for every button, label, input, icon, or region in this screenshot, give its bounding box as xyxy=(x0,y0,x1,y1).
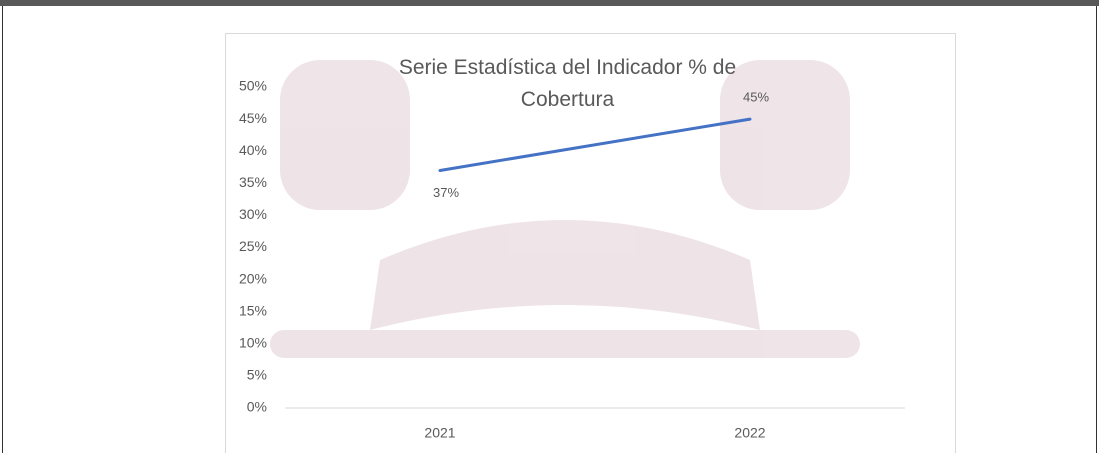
y-tick-label: 25% xyxy=(239,238,267,254)
y-tick-label: 20% xyxy=(239,270,267,286)
line xyxy=(438,117,752,172)
top-bar xyxy=(0,0,1099,6)
y-tick-label: 15% xyxy=(239,302,267,318)
x-tick-label: 2022 xyxy=(734,425,765,441)
y-tick-label: 50% xyxy=(239,78,267,94)
data-label: 45% xyxy=(743,90,769,105)
y-tick-label: 30% xyxy=(239,206,267,222)
y-tick-label: 10% xyxy=(239,335,267,351)
y-tick-label: 5% xyxy=(247,367,267,383)
x-tick-label: 2021 xyxy=(424,425,455,441)
watermark xyxy=(270,60,860,358)
y-tick-label: 35% xyxy=(239,174,267,190)
chart-title: Serie Estadística del Indicador % de Cob… xyxy=(398,56,737,111)
y-tick-label: 45% xyxy=(239,110,267,126)
y-tick-label: 40% xyxy=(239,142,267,158)
y-tick-label: 0% xyxy=(247,399,267,415)
data-label: 37% xyxy=(433,185,459,200)
chart-area xyxy=(225,33,956,453)
